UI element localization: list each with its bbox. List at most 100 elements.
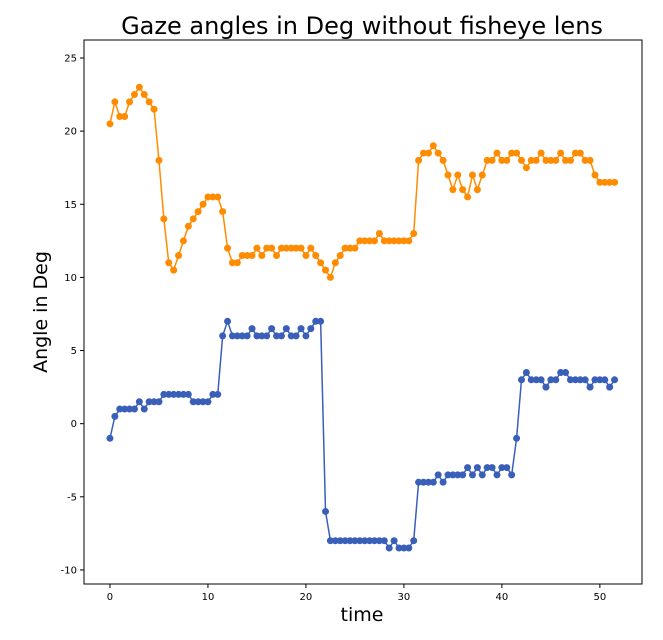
- y-tick-label: 25: [64, 53, 77, 64]
- data-point: [322, 507, 330, 515]
- data-point: [424, 149, 432, 157]
- data-point: [547, 156, 555, 164]
- data-point: [189, 215, 197, 223]
- data-point: [439, 478, 447, 486]
- data-point: [415, 156, 423, 164]
- data-point: [566, 156, 574, 164]
- data-point: [336, 251, 344, 259]
- data-point: [322, 266, 330, 274]
- data-point: [292, 244, 300, 252]
- x-tick-label: 50: [594, 592, 607, 603]
- data-point: [258, 251, 266, 259]
- data-point: [464, 464, 472, 472]
- data-point: [175, 251, 183, 259]
- data-point: [135, 83, 143, 91]
- data-point: [547, 376, 555, 384]
- data-point: [233, 332, 241, 340]
- data-point: [145, 98, 153, 106]
- data-point: [204, 193, 212, 201]
- data-point: [126, 98, 134, 106]
- data-point: [459, 186, 467, 194]
- data-point: [513, 149, 521, 157]
- y-tick-label: 5: [71, 346, 77, 357]
- data-point: [483, 156, 491, 164]
- data-point: [331, 537, 339, 545]
- data-point: [165, 390, 173, 398]
- data-point: [562, 368, 570, 376]
- data-point: [258, 332, 266, 340]
- data-point: [366, 237, 374, 245]
- data-point: [179, 390, 187, 398]
- data-point: [498, 464, 506, 472]
- data-point: [371, 537, 379, 545]
- data-point: [542, 156, 550, 164]
- data-point: [219, 208, 227, 216]
- data-point: [410, 230, 418, 238]
- data-point: [586, 156, 594, 164]
- data-point: [189, 398, 197, 406]
- data-point: [209, 193, 217, 201]
- data-point: [527, 376, 535, 384]
- data-point: [302, 251, 310, 259]
- data-point: [434, 149, 442, 157]
- data-point: [253, 244, 261, 252]
- data-point: [562, 156, 570, 164]
- data-point: [508, 471, 516, 479]
- data-point: [390, 537, 398, 545]
- data-point: [464, 193, 472, 201]
- data-point: [571, 376, 579, 384]
- data-point: [400, 237, 408, 245]
- y-tick-label: 0: [71, 419, 77, 430]
- data-point: [478, 171, 486, 179]
- data-point: [351, 244, 359, 252]
- data-point: [135, 398, 143, 406]
- data-point: [576, 376, 584, 384]
- data-point: [307, 325, 315, 333]
- data-point: [400, 544, 408, 552]
- data-point: [140, 91, 148, 99]
- data-point: [297, 244, 305, 252]
- data-point: [395, 544, 403, 552]
- data-point: [126, 405, 134, 413]
- data-point: [454, 471, 462, 479]
- data-point: [576, 149, 584, 157]
- data-point: [522, 164, 530, 172]
- data-point: [116, 113, 124, 121]
- y-tick-label: 10: [64, 273, 77, 284]
- data-point: [248, 251, 256, 259]
- x-tick-label: 10: [202, 592, 215, 603]
- data-point: [449, 186, 457, 194]
- data-point: [116, 405, 124, 413]
- data-point: [184, 390, 192, 398]
- data-point: [415, 478, 423, 486]
- data-point: [375, 537, 383, 545]
- data-point: [532, 156, 540, 164]
- y-tick-label: 15: [64, 200, 77, 211]
- data-point: [326, 537, 334, 545]
- data-point: [405, 544, 413, 552]
- data-point: [488, 156, 496, 164]
- data-point: [160, 390, 168, 398]
- data-point: [263, 244, 271, 252]
- data-point: [498, 156, 506, 164]
- y-tick-label: -10: [61, 565, 77, 576]
- data-point: [503, 156, 511, 164]
- data-point: [209, 390, 217, 398]
- data-point: [165, 259, 173, 267]
- data-point: [537, 149, 545, 157]
- data-point: [606, 383, 614, 391]
- y-axis-label: Angle in Deg: [30, 251, 52, 373]
- data-point: [596, 178, 604, 186]
- data-point: [145, 398, 153, 406]
- data-point: [292, 332, 300, 340]
- data-point: [468, 171, 476, 179]
- data-point: [346, 244, 354, 252]
- data-point: [253, 332, 261, 340]
- data-point: [542, 383, 550, 391]
- data-point: [282, 325, 290, 333]
- data-point: [591, 171, 599, 179]
- data-point: [268, 244, 276, 252]
- data-point: [214, 193, 222, 201]
- y-tick-label: -5: [67, 492, 77, 503]
- data-point: [121, 113, 129, 121]
